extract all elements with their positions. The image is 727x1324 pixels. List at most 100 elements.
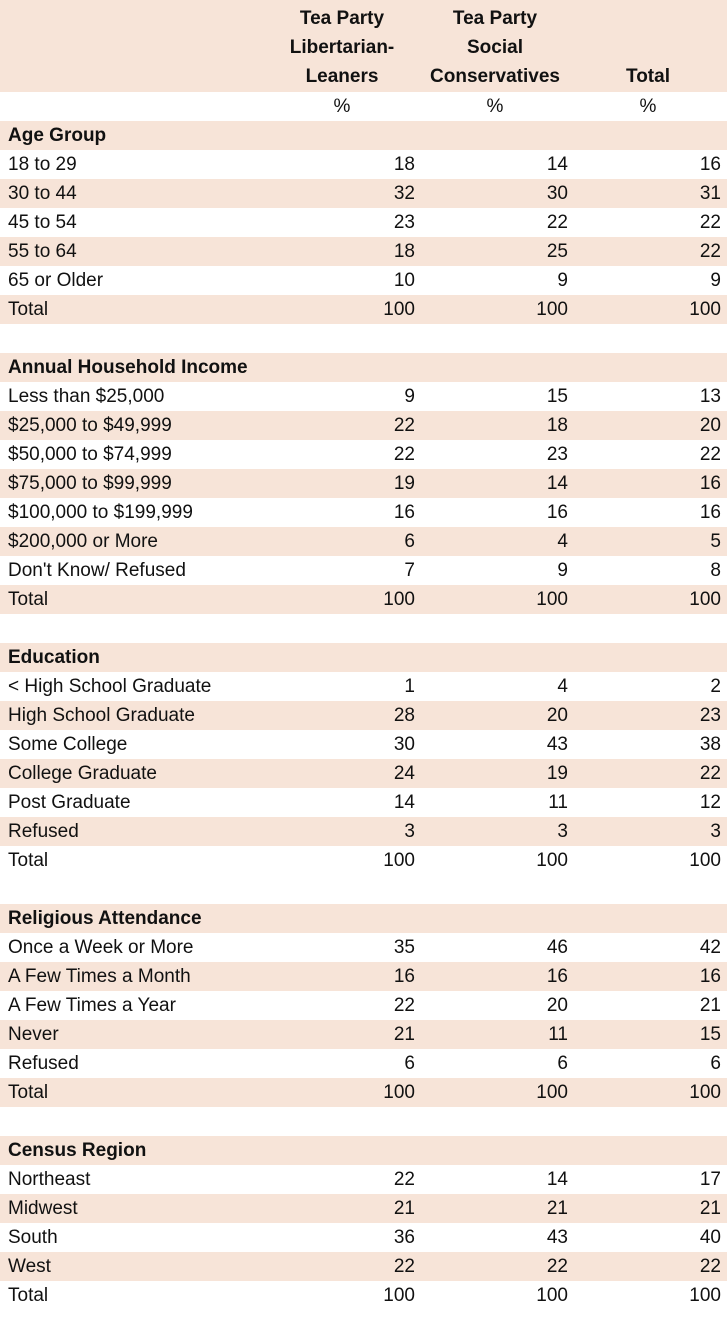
row-value-col2: 23: [546, 444, 568, 465]
row-value-col1: 9: [404, 386, 415, 407]
section-spacer: [0, 1107, 727, 1136]
row-value-col1: 18: [393, 241, 415, 262]
section-header: Age Group: [0, 121, 727, 150]
section-spacer: [0, 614, 727, 643]
row-value-col1: 100: [383, 1082, 415, 1103]
table-row: < High School Graduate 1 4 2: [0, 672, 727, 701]
row-value-col3: 100: [689, 1285, 721, 1306]
table-row: Refused 3 3 3: [0, 817, 727, 846]
row-value-col3: 12: [699, 792, 721, 813]
header-col2-line1: Tea Party: [452, 8, 538, 29]
row-value-col2: 9: [557, 560, 568, 581]
row-label: $200,000 or More: [8, 531, 158, 552]
row-label: Midwest: [8, 1198, 78, 1219]
table-row: $200,000 or More 6 4 5: [0, 527, 727, 556]
row-value-col2: 14: [546, 473, 568, 494]
row-label: A Few Times a Year: [8, 995, 176, 1016]
row-value-col3: 23: [699, 705, 721, 726]
row-value-col1: 18: [393, 154, 415, 175]
row-label: $75,000 to $99,999: [8, 473, 172, 494]
row-value-col2: 14: [546, 154, 568, 175]
percent-col1: %: [333, 96, 351, 117]
section-title: Annual Household Income: [8, 357, 248, 378]
row-value-col3: 16: [699, 473, 721, 494]
row-label: Never: [8, 1024, 59, 1045]
row-value-col2: 18: [546, 415, 568, 436]
table-row: A Few Times a Year 22 20 21: [0, 991, 727, 1020]
row-label: High School Graduate: [8, 705, 195, 726]
table-row: 55 to 64 18 25 22: [0, 237, 727, 266]
row-value-col3: 22: [699, 212, 721, 233]
row-value-col3: 5: [710, 531, 721, 552]
table-row: 30 to 44 32 30 31: [0, 179, 727, 208]
row-label: West: [8, 1256, 51, 1277]
table-row: Post Graduate 14 11 12: [0, 788, 727, 817]
row-label: Northeast: [8, 1169, 91, 1190]
section-header: Religious Attendance: [0, 904, 727, 933]
row-label: College Graduate: [8, 763, 157, 784]
row-value-col2: 20: [546, 995, 568, 1016]
row-value-col1: 21: [393, 1024, 415, 1045]
row-value-col1: 16: [393, 502, 415, 523]
row-label: < High School Graduate: [8, 676, 212, 697]
table-body: Age Group 18 to 29 18 14 16 30 to 44 32 30 31 45 …: [0, 121, 727, 1310]
row-value-col1: 22: [393, 1169, 415, 1190]
table-row: Total 100 100 100: [0, 295, 727, 324]
row-value-col2: 4: [557, 531, 568, 552]
section-spacer: [0, 875, 727, 904]
row-label: Some College: [8, 734, 128, 755]
row-value-col1: 100: [383, 1285, 415, 1306]
row-value-col1: 100: [383, 589, 415, 610]
row-value-col2: 15: [546, 386, 568, 407]
table-row: Once a Week or More 35 46 42: [0, 933, 727, 962]
row-label: $25,000 to $49,999: [8, 415, 172, 436]
header-col-total: Total: [608, 62, 688, 91]
row-value-col2: 14: [546, 1169, 568, 1190]
row-value-col3: 38: [699, 734, 721, 755]
row-value-col2: 43: [546, 734, 568, 755]
table-row: Midwest 21 21 21: [0, 1194, 727, 1223]
table-row: High School Graduate 28 20 23: [0, 701, 727, 730]
row-label: South: [8, 1227, 58, 1248]
row-value-col2: 25: [546, 241, 568, 262]
table-row: Northeast 22 14 17: [0, 1165, 727, 1194]
row-value-col3: 22: [699, 444, 721, 465]
row-value-col2: 30: [546, 183, 568, 204]
table-row: Never 21 11 15: [0, 1020, 727, 1049]
row-value-col3: 21: [699, 995, 721, 1016]
row-value-col2: 16: [546, 966, 568, 987]
row-value-col3: 31: [699, 183, 721, 204]
row-value-col3: 20: [699, 415, 721, 436]
header-col3-line1: Total: [626, 66, 670, 87]
row-label: Less than $25,000: [8, 386, 165, 407]
table-row: A Few Times a Month 16 16 16: [0, 962, 727, 991]
row-value-col2: 22: [546, 1256, 568, 1277]
row-value-col1: 23: [393, 212, 415, 233]
row-value-col1: 19: [393, 473, 415, 494]
row-label: Total: [8, 299, 49, 320]
table-row: 18 to 29 18 14 16: [0, 150, 727, 179]
row-value-col3: 100: [689, 589, 721, 610]
row-label: 30 to 44: [8, 183, 77, 204]
percent-row: % % %: [0, 92, 727, 121]
section-header: Annual Household Income: [0, 353, 727, 382]
row-label: 65 or Older: [8, 270, 104, 291]
row-value-col1: 14: [393, 792, 415, 813]
row-value-col3: 100: [689, 1082, 721, 1103]
row-value-col2: 100: [536, 850, 568, 871]
row-label: Once a Week or More: [8, 937, 194, 958]
table-row: 65 or Older 10 9 9: [0, 266, 727, 295]
row-value-col1: 6: [404, 1053, 415, 1074]
header-col1-line2: Libertarian-: [289, 37, 395, 58]
table-row: Total 100 100 100: [0, 1078, 727, 1107]
table-row: West 22 22 22: [0, 1252, 727, 1281]
header-col-libertarian: Tea Party Libertarian- Leaners: [272, 4, 412, 91]
table-row: $50,000 to $74,999 22 23 22: [0, 440, 727, 469]
row-value-col2: 100: [536, 589, 568, 610]
section-title: Census Region: [8, 1140, 147, 1161]
row-value-col3: 16: [699, 154, 721, 175]
row-label: Don't Know/ Refused: [8, 560, 186, 581]
table-row: $100,000 to $199,999 16 16 16: [0, 498, 727, 527]
row-value-col3: 42: [699, 937, 721, 958]
